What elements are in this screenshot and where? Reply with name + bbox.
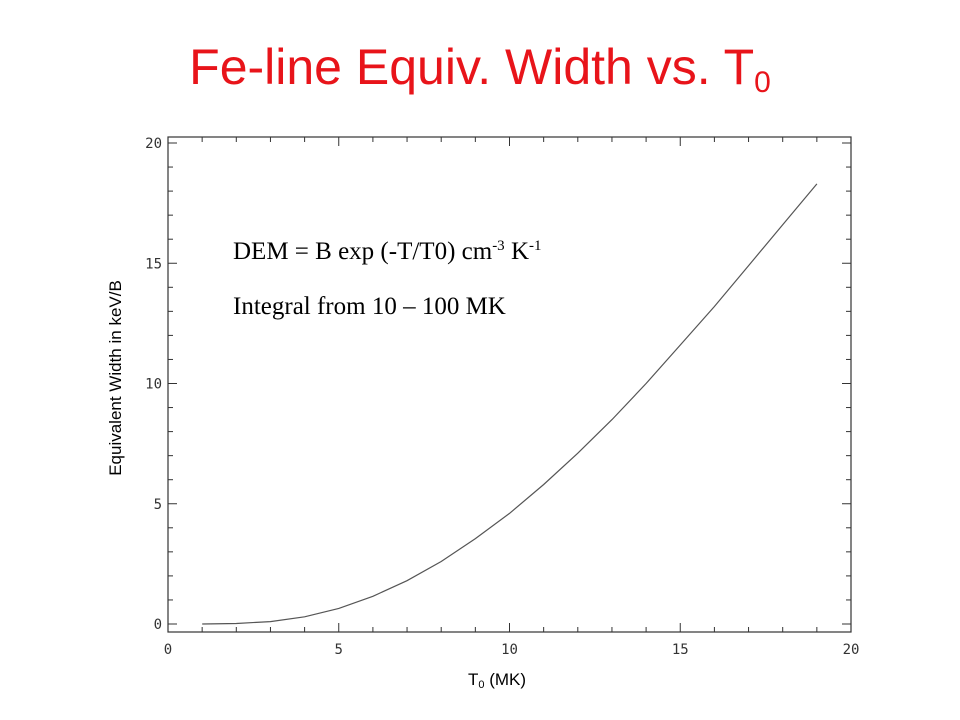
plot-frame	[167, 136, 852, 633]
x-axis-label-subscript: 0	[478, 679, 485, 691]
x-tick-label: 10	[501, 642, 518, 658]
y-tick-label: 10	[145, 377, 162, 393]
dem-formula-unit: K	[504, 238, 529, 265]
y-tick-label: 0	[154, 617, 162, 633]
x-axis-label: T0 (MK)	[468, 670, 526, 691]
x-axis-label-suffix: (MK)	[484, 670, 527, 689]
x-axis-label-main: T	[468, 670, 479, 689]
x-tick-label: 15	[672, 642, 689, 658]
title-subscript: 0	[754, 66, 771, 99]
x-tick-label: 20	[843, 642, 860, 658]
dem-formula-exponent-1: -3	[492, 238, 505, 254]
dem-formula-text: DEM = B exp (-T/T0) cm	[233, 238, 493, 265]
title-main: Fe-line Equiv. Width vs. T	[189, 39, 755, 95]
y-tick-label: 15	[145, 256, 162, 272]
slide-title: Fe-line Equiv. Width vs. T0	[0, 42, 960, 98]
dem-formula-exponent-2: -1	[529, 238, 542, 254]
x-tick-label: 0	[164, 642, 172, 658]
y-tick-label: 5	[154, 497, 162, 513]
equivalent-width-curve	[202, 183, 818, 625]
x-tick-label: 5	[335, 642, 343, 658]
integral-range-annotation: Integral from 10 – 100 MK	[233, 293, 506, 320]
y-axis-label: Equivalent Width in keV/B	[106, 280, 125, 476]
y-tick-label: 20	[145, 136, 162, 152]
dem-formula-annotation: DEM = B exp (-T/T0) cm-3 K-1	[233, 238, 542, 266]
